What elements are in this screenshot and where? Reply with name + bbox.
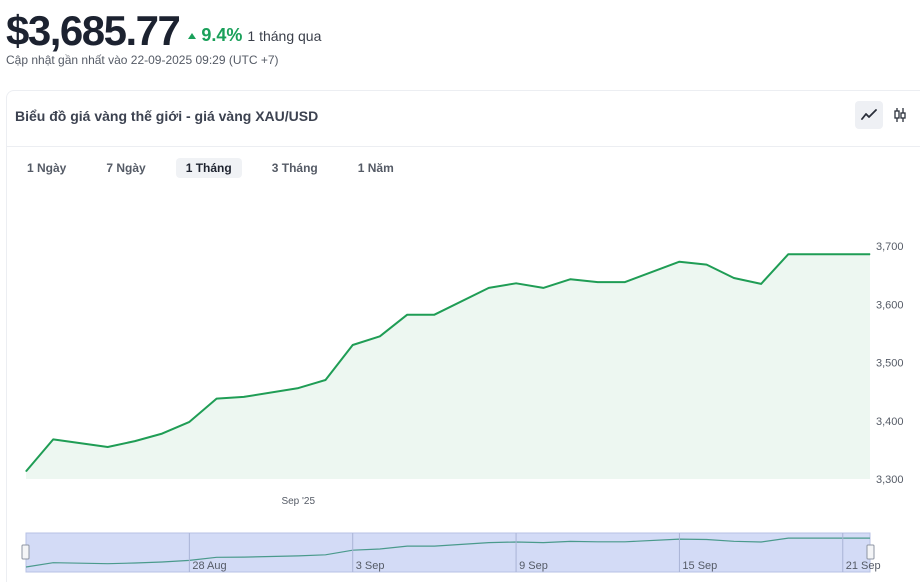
range-1-year[interactable]: 1 Năm <box>357 161 394 175</box>
chart-type-toggle <box>855 101 914 129</box>
range-1-day[interactable]: 1 Ngày <box>27 161 67 175</box>
y-tick-label: 3,600 <box>876 299 904 311</box>
navigator-label: 28 Aug <box>192 560 226 572</box>
navigator-label: 3 Sep <box>356 560 385 572</box>
change-percent: 9.4% <box>201 24 243 45</box>
y-tick-label: 3,500 <box>876 358 904 370</box>
range-1-month[interactable]: 1 Tháng <box>175 158 242 178</box>
current-price: $3,685.77 <box>6 7 181 54</box>
price-change: 9.4% 1 tháng qua <box>188 25 321 46</box>
price-area-fill <box>26 254 870 479</box>
chart-card: Biểu đồ giá vàng thế giới - giá vàng XAU… <box>6 90 920 582</box>
y-tick-label: 3,700 <box>876 241 904 253</box>
price-point <box>624 281 626 283</box>
price-point <box>760 283 762 285</box>
card-divider <box>7 146 920 147</box>
x-tick-label: Sep '25 <box>281 496 315 507</box>
price-header: $3,685.77 9.4% 1 tháng qua <box>6 6 321 56</box>
price-point <box>515 282 517 284</box>
price-point <box>570 278 572 280</box>
price-point <box>379 335 381 337</box>
price-point <box>25 470 27 472</box>
price-point <box>188 421 190 423</box>
candlestick-icon-glyph <box>894 108 906 122</box>
candlestick-icon[interactable] <box>886 101 914 129</box>
price-point <box>733 277 735 279</box>
navigator-selection[interactable] <box>25 532 871 573</box>
range-7-days[interactable]: 7 Ngày <box>106 161 146 175</box>
y-tick-label: 3,300 <box>876 474 904 486</box>
price-point <box>352 344 354 346</box>
price-point <box>216 398 218 400</box>
navigator-handle-left[interactable] <box>21 544 30 560</box>
line-chart-icon-glyph <box>861 109 877 120</box>
navigator-label: 21 Sep <box>846 560 881 572</box>
price-point <box>52 438 54 440</box>
range-3-months[interactable]: 3 Tháng <box>271 161 318 175</box>
y-tick-label: 3,400 <box>876 416 904 428</box>
price-point <box>406 314 408 316</box>
price-point <box>161 433 163 435</box>
price-point <box>787 253 789 255</box>
line-chart-icon[interactable] <box>855 101 883 129</box>
price-point <box>107 446 109 448</box>
price-point <box>678 261 680 263</box>
change-period: 1 tháng qua <box>247 28 322 44</box>
price-point <box>869 253 871 255</box>
price-point <box>706 264 708 266</box>
up-arrow-icon <box>188 32 197 39</box>
price-point <box>433 314 435 316</box>
price-point <box>597 281 599 283</box>
time-range-tabs: 1 Ngày 7 Ngày 1 Tháng 3 Tháng 1 Năm <box>17 158 424 178</box>
price-point <box>815 253 817 255</box>
last-updated: Cập nhật gần nhất vào 22-09-2025 09:29 (… <box>6 53 279 67</box>
price-point <box>297 387 299 389</box>
navigator-handle-right[interactable] <box>866 544 875 560</box>
price-point <box>134 440 136 442</box>
price-point <box>488 287 490 289</box>
chart-title: Biểu đồ giá vàng thế giới - giá vàng XAU… <box>15 108 319 124</box>
navigator-label: 15 Sep <box>682 560 717 572</box>
price-point <box>542 287 544 289</box>
navigator-label: 9 Sep <box>519 560 548 572</box>
price-point <box>324 379 326 381</box>
price-point <box>243 396 245 398</box>
navigator-series-line <box>25 537 870 568</box>
